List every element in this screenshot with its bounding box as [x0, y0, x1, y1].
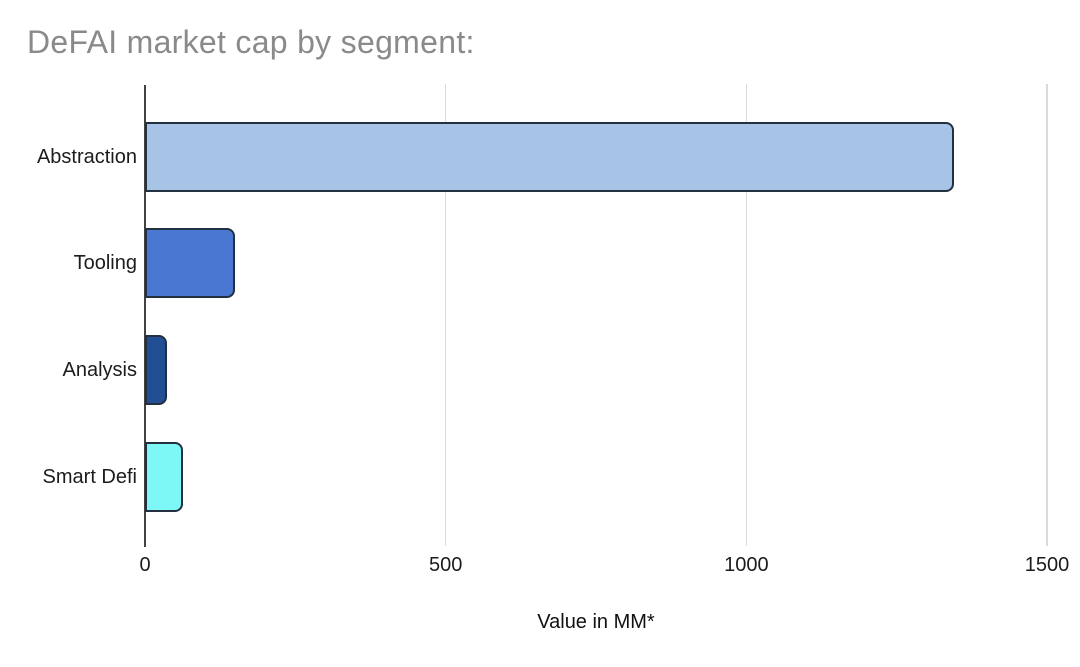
bar-abstraction	[145, 122, 954, 192]
bar-tooling	[145, 228, 236, 298]
category-label-analysis: Analysis	[62, 359, 137, 381]
gridline	[444, 84, 447, 546]
gridline	[745, 84, 748, 546]
category-label-abstraction: Abstraction	[36, 146, 137, 168]
x-tick-label: 1000	[724, 554, 769, 576]
x-tick-label: 500	[428, 554, 463, 576]
y-axis-line	[144, 85, 146, 547]
gridline	[1046, 84, 1048, 546]
x-tick-label: 1500	[1024, 554, 1070, 576]
chart-title: DeFAI market cap by segment:	[27, 24, 475, 60]
x-tick-label: 0	[139, 554, 151, 576]
bar-smart-defi	[145, 442, 183, 512]
bar-analysis	[145, 335, 168, 405]
category-label-smart-defi: Smart Defi	[42, 466, 137, 488]
x-axis-title: Value in MM*	[537, 611, 655, 633]
category-label-tooling: Tooling	[73, 252, 137, 274]
